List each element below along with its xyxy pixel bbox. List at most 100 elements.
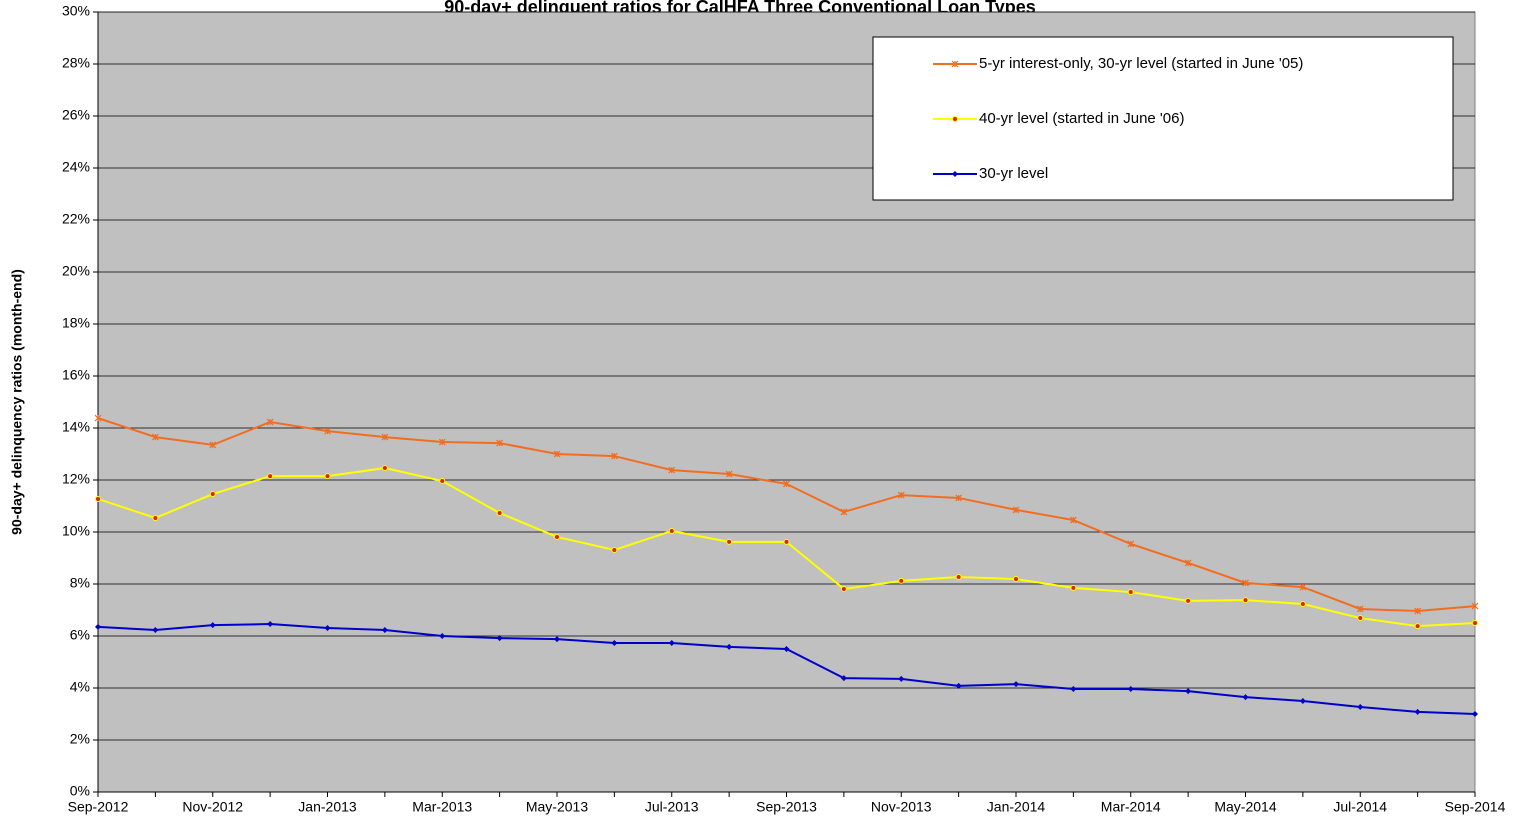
data-point — [324, 624, 331, 631]
y-tick-label: 4% — [70, 679, 90, 695]
x-tick-label: Mar-2014 — [1101, 799, 1161, 815]
y-tick-label: 16% — [62, 367, 90, 383]
y-tick-label: 28% — [62, 55, 90, 71]
data-point — [94, 414, 102, 422]
data-point — [840, 585, 847, 592]
data-point — [95, 495, 101, 502]
y-tick-label: 8% — [70, 575, 90, 591]
data-point — [267, 473, 274, 480]
data-point — [897, 491, 905, 499]
data-point — [1299, 601, 1306, 608]
data-point — [611, 640, 618, 647]
data-point — [955, 573, 962, 580]
data-point — [1299, 698, 1306, 704]
data-point — [1127, 686, 1134, 693]
data-point — [1127, 589, 1134, 596]
data-point — [1471, 602, 1479, 610]
data-point — [783, 538, 790, 545]
y-tick-label: 24% — [62, 159, 90, 175]
y-tick-label: 22% — [62, 211, 90, 227]
data-point — [267, 621, 274, 628]
data-point — [381, 465, 388, 472]
data-point — [152, 514, 159, 521]
data-point — [1242, 597, 1249, 604]
data-point — [381, 433, 389, 441]
data-point — [726, 538, 733, 545]
data-point — [151, 433, 159, 441]
x-tick-label: Jul-2013 — [645, 799, 699, 815]
x-tick-label: Jan-2014 — [987, 799, 1046, 815]
data-point — [1127, 540, 1135, 548]
data-point — [209, 491, 216, 498]
data-point — [209, 622, 216, 629]
data-point — [955, 682, 962, 689]
legend-label: 5-yr interest-only, 30-yr level (started… — [979, 55, 1303, 72]
data-point — [1357, 703, 1364, 710]
data-point — [898, 675, 905, 682]
data-point — [726, 643, 733, 650]
legend-marker — [952, 171, 958, 177]
x-tick-label: Jul-2014 — [1333, 799, 1387, 815]
data-point — [668, 466, 676, 474]
data-point — [1012, 506, 1020, 514]
data-point — [1357, 615, 1364, 622]
y-tick-label: 2% — [70, 731, 90, 747]
data-point — [898, 577, 905, 584]
data-point — [554, 636, 560, 643]
data-point — [1184, 559, 1192, 567]
legend-label: 30-yr level — [979, 165, 1048, 182]
x-tick-label: Sep-2014 — [1445, 799, 1506, 815]
x-tick-label: May-2014 — [1214, 799, 1276, 815]
data-point — [95, 623, 101, 630]
y-tick-label: 10% — [62, 523, 90, 539]
x-tick-label: Sep-2013 — [756, 799, 817, 815]
data-point — [496, 439, 504, 447]
legend-marker — [952, 116, 958, 122]
x-tick-label: Nov-2013 — [871, 799, 932, 815]
data-point — [1472, 620, 1478, 626]
data-point — [1185, 597, 1192, 604]
data-point — [610, 452, 618, 460]
data-point — [1472, 711, 1478, 717]
data-point — [1242, 694, 1249, 701]
data-point — [439, 478, 446, 485]
data-point — [438, 438, 446, 446]
x-tick-label: Nov-2012 — [182, 799, 243, 815]
data-point — [1013, 681, 1019, 688]
data-point — [725, 470, 733, 478]
data-point — [1242, 579, 1249, 587]
data-point — [266, 418, 274, 426]
y-tick-label: 20% — [62, 263, 90, 279]
data-point — [496, 635, 503, 642]
legend-label: 40-yr level (started in June '06) — [979, 110, 1184, 127]
y-tick-label: 26% — [62, 107, 90, 123]
data-point — [840, 675, 847, 682]
data-point — [1070, 584, 1077, 591]
data-point — [1299, 583, 1307, 591]
data-point — [668, 640, 675, 647]
data-point — [783, 646, 790, 652]
data-point — [1414, 607, 1422, 615]
data-point — [1069, 516, 1077, 524]
data-point — [1013, 576, 1019, 583]
data-point — [1414, 708, 1421, 715]
x-tick-label: Mar-2013 — [412, 799, 472, 815]
y-axis-label: 90-day+ delinquency ratios (month-end) — [9, 269, 25, 535]
y-tick-label: 14% — [62, 419, 90, 435]
x-tick-label: May-2013 — [526, 799, 588, 815]
data-point — [1414, 623, 1421, 630]
x-tick-label: Jan-2013 — [298, 799, 357, 815]
data-point — [152, 627, 159, 634]
legend-marker — [951, 60, 959, 68]
y-tick-label: 30% — [62, 3, 90, 19]
data-point — [553, 450, 561, 458]
data-point — [1185, 688, 1192, 695]
y-tick-label: 6% — [70, 627, 90, 643]
data-point — [611, 546, 618, 553]
y-tick-label: 18% — [62, 315, 90, 331]
data-point — [554, 533, 560, 540]
y-tick-label: 12% — [62, 471, 90, 487]
data-point — [955, 494, 963, 502]
data-point — [1070, 686, 1077, 693]
